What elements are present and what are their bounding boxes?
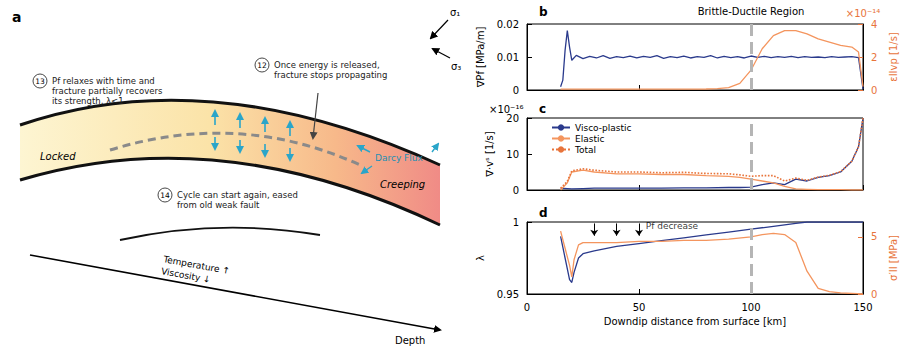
svg-text:1: 1 bbox=[513, 217, 519, 228]
svg-text:σ₃: σ₃ bbox=[451, 61, 461, 72]
svg-text:10: 10 bbox=[506, 149, 519, 160]
svg-text:Downdip distance from surface: Downdip distance from surface [km] bbox=[604, 316, 787, 327]
svg-text:σ′II [MPa]: σ′II [MPa] bbox=[888, 235, 899, 281]
svg-text:Cycle can start again, easedfr: Cycle can start again, easedfrom old wea… bbox=[177, 190, 298, 210]
svg-text:0: 0 bbox=[524, 302, 530, 313]
svg-text:σ₁: σ₁ bbox=[450, 7, 460, 18]
svg-text:0.01: 0.01 bbox=[497, 52, 519, 63]
svg-text:4: 4 bbox=[871, 19, 877, 30]
svg-text:Elastic: Elastic bbox=[575, 134, 604, 144]
svg-text:b: b bbox=[539, 5, 548, 19]
svg-text:Total: Total bbox=[574, 145, 596, 155]
svg-text:2: 2 bbox=[871, 52, 877, 63]
svg-text:100: 100 bbox=[741, 302, 760, 313]
svg-text:Darcy Flux: Darcy Flux bbox=[375, 153, 423, 163]
svg-text:λ: λ bbox=[475, 255, 486, 261]
svg-text:Depth: Depth bbox=[395, 335, 425, 346]
svg-text:14: 14 bbox=[160, 191, 170, 200]
svg-text:Pf decrease: Pf decrease bbox=[646, 221, 699, 231]
svg-text:Creeping: Creeping bbox=[380, 179, 425, 190]
svg-text:Locked: Locked bbox=[40, 151, 76, 162]
svg-text:Brittle-Ductile Region: Brittle-Ductile Region bbox=[698, 6, 805, 17]
svg-text:0: 0 bbox=[871, 85, 877, 96]
svg-text:Temperature ↑: Temperature ↑ bbox=[162, 254, 231, 277]
svg-text:∇Pf [MPa/m]: ∇Pf [MPa/m] bbox=[475, 27, 486, 89]
svg-text:d: d bbox=[539, 206, 548, 220]
svg-text:20: 20 bbox=[506, 113, 519, 124]
svg-text:0: 0 bbox=[871, 289, 877, 300]
svg-text:∇·vˢ [1/s]: ∇·vˢ [1/s] bbox=[484, 131, 495, 178]
svg-text:12: 12 bbox=[257, 61, 267, 70]
svg-text:Pf relaxes with time andfractu: Pf relaxes with time andfracture partial… bbox=[52, 76, 163, 106]
svg-text:0: 0 bbox=[513, 85, 519, 96]
svg-text:0: 0 bbox=[513, 185, 519, 196]
svg-text:Viscosity ↓: Viscosity ↓ bbox=[160, 266, 211, 285]
svg-text:13: 13 bbox=[35, 77, 45, 86]
svg-text:×10⁻¹⁶: ×10⁻¹⁶ bbox=[489, 103, 524, 115]
svg-text:Visco-plastic: Visco-plastic bbox=[575, 123, 631, 133]
svg-text:c: c bbox=[539, 102, 546, 116]
svg-text:150: 150 bbox=[853, 302, 872, 313]
svg-text:Once energy is released,fractu: Once energy is released,fracture stops p… bbox=[274, 60, 387, 80]
svg-text:50: 50 bbox=[633, 302, 646, 313]
svg-text:5: 5 bbox=[871, 231, 877, 242]
svg-text:εIIvp [1/s]: εIIvp [1/s] bbox=[888, 32, 899, 82]
svg-text:×10⁻¹⁴: ×10⁻¹⁴ bbox=[846, 8, 880, 19]
svg-text:0.95: 0.95 bbox=[497, 289, 519, 300]
svg-text:a: a bbox=[12, 9, 21, 25]
svg-text:0.02: 0.02 bbox=[497, 19, 519, 30]
